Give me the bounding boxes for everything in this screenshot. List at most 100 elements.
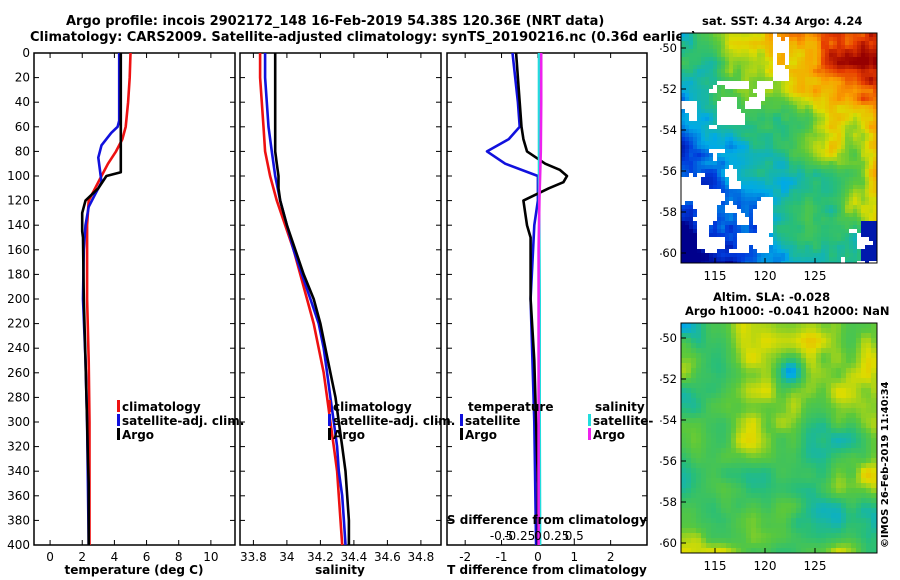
map-y-tick-label: -52 [660,82,677,96]
legend-t-argo-swatch [460,428,463,440]
map-y-tick-label: -50 [660,41,677,55]
imos-credit: ©IMOS 26-Feb-2019 11:40:34 [880,381,891,549]
map-y-tick-label: -56 [660,164,677,178]
legend-argo-swatch [328,428,331,440]
x-tick-label: 34.6 [374,550,401,564]
difference-legend: temperature salinity satellite Argosatellit… [460,400,653,442]
legend-t-satellite-swatch [460,414,463,426]
s-tick-label: 0.25 [543,529,570,543]
map-x-tick-label: 120 [754,269,777,283]
x-tick-label: 0 [534,550,542,564]
legend-argo-label: Argo [333,428,365,442]
series-line-argo [80,53,123,545]
map-y-tick-label: -60 [660,536,677,550]
y-tick-label: 180 [7,267,30,281]
map-y-tick-label: -54 [660,123,677,137]
legend-s-satellite-label: satellite- [593,414,653,428]
legend-climatology-label: climatology [122,400,201,414]
legend-satellite-adj-swatch [328,414,331,426]
sst-map [680,32,878,264]
y-tick-label: 360 [7,489,30,503]
y-tick-label: 300 [7,415,30,429]
y-tick-label: 380 [7,513,30,527]
y-tick-label: 0 [22,46,30,60]
legend-climatology-swatch [117,400,120,412]
legend-s-argo-label: Argo [593,428,625,442]
y-tick-label: 220 [7,317,30,331]
map-y-tick-label: -56 [660,454,677,468]
map-y-tick-label: -52 [660,372,677,386]
x-tick-label: -1 [496,550,508,564]
temperature-x-label: temperature (deg C) [64,563,204,577]
series-line-climatology [85,52,132,545]
map-x-tick-label: 115 [704,269,727,283]
plot-frame [33,52,236,546]
map-x-tick-label: 125 [804,559,827,573]
map-frame [680,32,878,264]
x-tick-label: 1 [570,550,578,564]
y-tick-label: 20 [15,71,30,85]
y-tick-label: 260 [7,366,30,380]
map-x-tick-label: 125 [804,269,827,283]
legend-s-argo-swatch [588,428,591,440]
map-y-tick-label: -50 [660,331,677,345]
x-tick-label: 4 [111,550,119,564]
legend-satellite-adj-label: satellite-adj. clim. [122,414,244,428]
y-tick-label: 120 [7,194,30,208]
x-tick-label: 6 [143,550,151,564]
legend-temperature-title: temperature [468,400,553,414]
y-tick-label: 200 [7,292,30,306]
x-tick-label: 33.8 [240,550,267,564]
legend-salinity-title: salinity [595,400,645,414]
y-tick-label: 320 [7,440,30,454]
map-x-tick-label: 115 [704,559,727,573]
x-tick-label: 2 [607,550,615,564]
legend-satellite-adj-swatch [117,414,120,426]
sla-map [680,322,878,554]
map-panels: -50 -52 -54 -56 -58 -60 115 120 125 -50 -52 -54 -56 -… [660,32,878,573]
x-tick-label: -2 [459,550,471,564]
legend-t-satellite-label: satellite [465,414,520,428]
s-tick-label: -0.25 [504,529,535,543]
salinity-difference-axis: S difference from climatology-0.5-0.250 0… [447,513,647,543]
map-y-tick-label: -58 [660,495,677,509]
sst-map-axes: -50 -52 -54 -56 -58 -60 115 120 125 [660,41,826,283]
title-line-2: Climatology: CARS2009. Satellite-adjuste… [30,30,697,45]
y-tick-label: 140 [7,218,30,232]
x-tick-label: 34.8 [408,550,435,564]
x-tick-label: 34 [279,550,294,564]
legend-argo-label: Argo [122,428,154,442]
series-line-satellite-adj-clim- [263,53,347,546]
sla-map-title-2: Argo h1000: -0.041 h2000: NaN [685,304,890,318]
y-tick-label: 60 [15,120,30,134]
x-tick-label: 34.4 [341,550,368,564]
y-tick-label: 40 [15,95,30,109]
sla-map-title-1: Altim. SLA: -0.028 [713,290,831,304]
series-line-argo [273,53,351,545]
series-line-salinity-argo [537,53,543,545]
sst-map-title: sat. SST: 4.34 Argo: 4.24 [702,14,863,28]
salinity-panel: 33.8 34 34.2 34.4 34.6 34.8 [239,52,442,564]
map-frame [680,322,878,554]
plot-frame [239,52,442,546]
series-line-climatology [258,53,344,546]
x-tick-label: 0 [46,550,54,564]
profile-charts: 0204060801001201401601802002202402602803… [7,46,653,564]
difference-panel: -2 -1 0 1 2 [446,52,648,564]
map-y-tick-label: -54 [660,413,677,427]
temperature-panel: 0204060801001201401601802002202402602803… [7,46,236,564]
x-tick-label: 10 [203,550,218,564]
salinity-difference-label: S difference from climatology [447,513,647,527]
y-tick-label: 400 [7,538,30,552]
legend-argo-swatch [117,428,120,440]
s-tick-label: -0.5 [490,529,513,543]
map-y-tick-label: -60 [660,246,677,260]
difference-x-label: T difference from climatology [447,563,647,577]
y-tick-label: 80 [15,144,30,158]
y-tick-label: 240 [7,341,30,355]
y-tick-label: 280 [7,390,30,404]
series-line-temperature-argo [514,52,569,545]
map-x-tick-label: 120 [754,559,777,573]
